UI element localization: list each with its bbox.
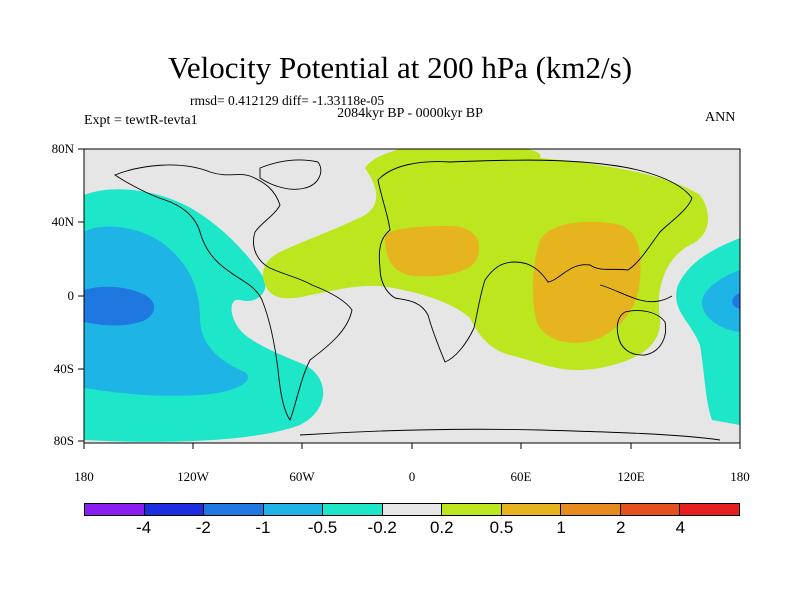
colorbar-label: 0.5 [489,518,514,537]
colorbar-segment [323,504,383,515]
x-tick-label: 120E [617,469,645,484]
period-subtitle: 2084kyr BP - 0000kyr BP [337,106,483,121]
y-tick-label: 40N [51,214,74,229]
colorbar-segment [561,504,621,515]
colorbar [84,503,740,516]
colorbar-label: -1 [255,518,271,537]
region-negative-strong-west-pacific [732,293,740,309]
region-negative-strong-pacific [84,286,155,326]
colorbar-label: -4 [136,518,152,537]
region-positive-moderate-north-africa [385,226,480,277]
y-tick-label: 0 [67,288,75,303]
season-label: ANN [705,110,736,125]
colorbar-label: -0.2 [367,518,397,537]
axis-ticks [78,148,741,449]
x-tick-label: 60W [289,469,315,484]
x-tick-label: 0 [408,469,416,484]
colorbar-segment [382,504,443,515]
colorbar-label: -2 [195,518,211,537]
colorbar-label: 1 [556,518,566,537]
colorbar-label: 2 [615,518,626,537]
experiment-label: Expt = tewtR-tevta1 [84,113,198,128]
region-negative-moderate-pacific [84,226,248,396]
colorbar-segment [144,504,205,515]
y-tick-label: 40S [53,361,74,376]
x-tick-label: 180 [730,469,750,484]
colorbar-segment [620,504,681,515]
colorbar-segment [680,504,740,515]
colorbar-label: 0.2 [429,518,454,537]
x-tick-label: 60E [510,469,532,484]
region-positive-moderate-indian [532,221,641,343]
colorbar-segment [442,504,502,515]
y-tick-label: 80S [53,433,74,448]
colorbar-segment [501,504,562,515]
map-title: Velocity Potential at 200 hPa (km2/s) [167,50,633,85]
rmsd-diff-text: rmsd= 0.412129 diff= -1.33118e-05 [190,93,385,108]
region-negative-moderate-west-pacific [701,270,740,332]
colorbar-segment [85,504,145,515]
x-tick-label: 120W [177,469,209,484]
colorbar-label: -0.5 [307,518,338,537]
colorbar-segment [263,504,324,515]
colorbar-label: 4 [675,518,686,537]
coastlines [114,159,721,441]
x-tick-label: 180 [74,469,94,484]
y-tick-label: 80N [51,141,74,156]
colorbar-segment [204,504,264,515]
